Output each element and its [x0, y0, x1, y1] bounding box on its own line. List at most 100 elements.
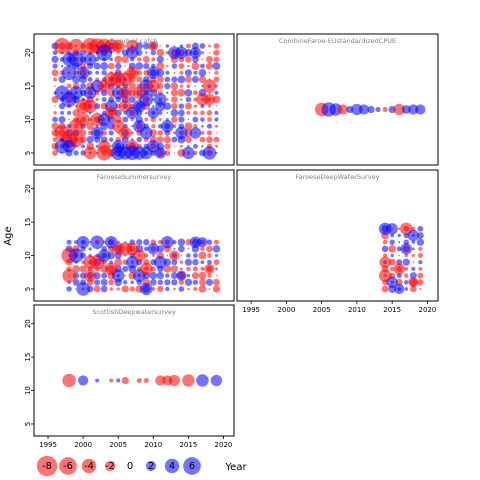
residual-dot: [206, 123, 212, 129]
legend-bubble: [81, 458, 97, 474]
residual-bubble: [62, 268, 76, 283]
residual-dot: [143, 62, 150, 70]
residual-dot: [192, 116, 199, 123]
legend-label: 6: [189, 461, 195, 472]
residual-dot: [417, 253, 423, 259]
residual-dot: [206, 239, 213, 245]
residual-dot: [173, 131, 176, 135]
residual-dot: [179, 260, 184, 264]
residual-bubble: [147, 66, 160, 80]
residual-dot: [411, 253, 415, 258]
residual-dot: [214, 117, 219, 122]
residual-dot: [131, 125, 134, 128]
residual-bubble: [379, 256, 391, 268]
residual-dot: [60, 64, 64, 68]
residual-dot: [213, 76, 220, 83]
x-tick-label: 2005: [109, 441, 127, 449]
residual-bubble: [154, 255, 167, 269]
residual-dot: [208, 288, 211, 290]
residual-dot: [100, 278, 108, 286]
residual-dot: [214, 144, 218, 148]
x-tick-label: 2010: [144, 441, 162, 449]
residual-dot: [124, 44, 127, 48]
residual-bubble: [97, 113, 111, 126]
residual-dot: [86, 136, 94, 144]
residual-dot: [158, 110, 163, 116]
residual-dot: [193, 286, 198, 292]
residual-dot: [177, 245, 185, 253]
residual-dot: [213, 278, 220, 286]
residual-dot: [151, 124, 156, 129]
residual-dot: [192, 258, 199, 266]
residual-bubble: [400, 243, 412, 255]
residual-dot: [171, 279, 178, 286]
residual-dot: [173, 145, 176, 147]
residual-bubble: [407, 229, 420, 242]
residual-dot: [207, 259, 212, 265]
panel-4: FaroeseDeepWaterSurvey 1995 2000 2005 2010 20…: [236, 169, 439, 314]
residual-dot: [179, 267, 183, 271]
residual-dot: [185, 96, 192, 103]
residual-dot: [66, 286, 72, 292]
residual-bubble: [175, 46, 188, 59]
panel-title: ScottishDeepwatersurvey: [92, 308, 176, 316]
residual-dot: [198, 68, 207, 77]
residual-bubble: [61, 65, 77, 80]
x-tick-label: 2000: [277, 306, 295, 314]
residual-dot: [179, 144, 183, 148]
residual-dot: [404, 253, 409, 258]
residual-dot: [149, 271, 158, 280]
residual-dot: [404, 287, 409, 291]
residual-bubble: [175, 126, 188, 140]
residual-dot: [199, 136, 206, 143]
panel-frame: [33, 169, 235, 302]
residual-dot: [390, 253, 394, 258]
residual-dot: [184, 122, 193, 131]
residual-dot: [173, 152, 176, 154]
residual-dot: [60, 110, 65, 115]
residual-dot: [205, 278, 214, 286]
residual-dot: [171, 136, 178, 143]
residual-dot: [186, 84, 191, 89]
residual-dot: [156, 271, 165, 280]
residual-bubble: [126, 106, 139, 120]
residual-bubble: [76, 235, 90, 249]
residual-dot: [156, 76, 164, 83]
residual-dot: [67, 110, 72, 115]
residual-bubble: [386, 223, 398, 235]
residual-dot: [170, 272, 178, 280]
residual-bubble: [202, 79, 217, 93]
residual-bubble: [76, 282, 90, 296]
residual-bubble: [83, 86, 97, 100]
residual-dot: [173, 45, 176, 47]
residual-dot: [144, 246, 149, 252]
residual-dot: [165, 286, 170, 292]
residual-dot: [194, 85, 197, 87]
residual-bubble: [96, 145, 112, 161]
residual-dot: [178, 279, 184, 285]
bubbles: [61, 235, 215, 296]
residual-dot: [417, 225, 424, 232]
residual-dot: [193, 104, 198, 108]
residual-dot: [206, 245, 213, 253]
legend: -8 -6 -4 -2 0 2 4 6: [36, 455, 201, 477]
residual-dot: [136, 76, 143, 83]
residual-bubble: [367, 105, 375, 114]
legend-label: 4: [169, 461, 175, 472]
residual-dot: [52, 77, 58, 82]
residual-dot: [108, 279, 115, 286]
residual-bubble: [96, 44, 113, 61]
residual-bubble: [408, 104, 419, 115]
residual-dot: [54, 105, 56, 107]
residual-bubble: [90, 235, 104, 249]
residual-dot: [410, 285, 417, 293]
residual-dot: [192, 143, 198, 149]
residual-dot: [192, 253, 198, 259]
residual-dot: [54, 85, 56, 87]
residual-dot: [381, 285, 389, 293]
residual-dot: [177, 75, 186, 84]
residual-dot: [165, 51, 170, 55]
residual-bubble: [133, 249, 146, 262]
residual-dot: [192, 279, 199, 285]
